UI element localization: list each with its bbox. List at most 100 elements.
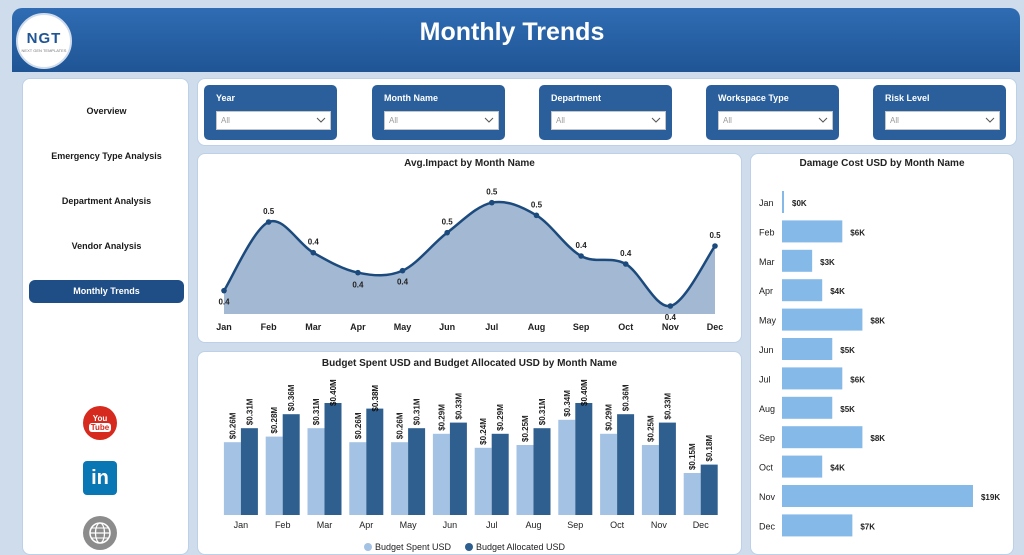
bar-damage-jun[interactable] bbox=[782, 338, 833, 360]
sidebar: Overview Emergency Type Analysis Departm… bbox=[22, 78, 189, 555]
x-tick-apr: Apr bbox=[350, 322, 366, 332]
x-tick-jul: Jul bbox=[486, 520, 498, 530]
bar-allocated-oct[interactable] bbox=[617, 414, 635, 515]
bar-allocated-mar[interactable] bbox=[324, 403, 342, 515]
label-allocated-sep: $0.40M bbox=[580, 379, 589, 406]
data-point-feb[interactable] bbox=[265, 219, 272, 225]
x-tick-jun: Jun bbox=[443, 520, 458, 530]
bar-allocated-may[interactable] bbox=[408, 428, 426, 515]
label-spent-jun: $0.29M bbox=[437, 404, 446, 431]
x-tick-dec: Dec bbox=[693, 520, 710, 530]
y-tick-jul: Jul bbox=[759, 374, 771, 384]
nav-item-vendor-analysis[interactable]: Vendor Analysis bbox=[71, 241, 142, 251]
nav-item-overview[interactable]: Overview bbox=[86, 106, 127, 116]
y-tick-aug: Aug bbox=[759, 404, 775, 414]
data-point-nov[interactable] bbox=[667, 303, 674, 309]
bar-allocated-feb[interactable] bbox=[282, 414, 300, 515]
globe-icon[interactable] bbox=[83, 516, 117, 550]
nav-item-emergency-type-analysis[interactable]: Emergency Type Analysis bbox=[51, 151, 162, 161]
data-point-jul[interactable] bbox=[489, 199, 495, 206]
data-point-oct[interactable] bbox=[622, 261, 629, 267]
bar-damage-dec[interactable] bbox=[782, 514, 853, 537]
label-damage-jan: $0K bbox=[792, 199, 807, 208]
bar-damage-jan[interactable] bbox=[782, 191, 785, 213]
bar-damage-sep[interactable] bbox=[782, 426, 863, 449]
nav-item-department-analysis[interactable]: Department Analysis bbox=[61, 196, 152, 206]
bar-spent-oct[interactable] bbox=[600, 433, 618, 515]
filter-month-name-select[interactable]: All bbox=[384, 111, 499, 130]
filter-risk-level-select[interactable]: All bbox=[885, 111, 1000, 130]
x-tick-jan: Jan bbox=[234, 520, 249, 530]
data-label-apr: 0.4 bbox=[352, 281, 364, 290]
bar-spent-dec[interactable] bbox=[683, 473, 701, 515]
chevron-down-icon bbox=[484, 117, 494, 123]
page-title: Monthly Trends bbox=[419, 18, 605, 46]
bar-damage-aug[interactable] bbox=[782, 396, 833, 419]
damage-cost-title: Damage Cost USD by Month Name bbox=[799, 158, 965, 169]
bar-allocated-sep[interactable] bbox=[575, 403, 593, 515]
filter-department: Department All bbox=[539, 85, 672, 140]
y-tick-apr: Apr bbox=[759, 286, 773, 296]
data-point-mar[interactable] bbox=[310, 249, 317, 256]
filter-workspace-type-select[interactable]: All bbox=[718, 111, 833, 130]
bar-damage-apr[interactable] bbox=[782, 279, 823, 302]
y-tick-feb: Feb bbox=[759, 227, 775, 237]
data-point-apr[interactable] bbox=[355, 269, 361, 276]
filter-panel: Year All Month Name All Department All W… bbox=[197, 78, 1017, 146]
youtube-icon[interactable]: You Tube bbox=[83, 406, 117, 440]
bar-allocated-jan[interactable] bbox=[240, 428, 258, 515]
label-allocated-apr: $0.38M bbox=[371, 385, 380, 412]
bar-spent-apr[interactable] bbox=[349, 442, 367, 515]
header-bar bbox=[12, 8, 1020, 72]
linkedin-icon[interactable]: in bbox=[83, 461, 117, 495]
x-tick-oct: Oct bbox=[610, 520, 625, 530]
budget-title: Budget Spent USD and Budget Allocated US… bbox=[321, 358, 618, 369]
filter-month-name: Month Name All bbox=[372, 85, 505, 140]
x-tick-mar: Mar bbox=[305, 322, 322, 332]
label-damage-feb: $6K bbox=[850, 228, 865, 237]
data-point-sep[interactable] bbox=[578, 253, 584, 259]
data-point-aug[interactable] bbox=[533, 212, 540, 219]
filter-workspace-type-label: Workspace Type bbox=[718, 93, 789, 103]
x-tick-jun: Jun bbox=[439, 322, 455, 332]
label-allocated-may: $0.31M bbox=[413, 398, 422, 425]
data-point-dec[interactable] bbox=[712, 243, 718, 249]
filter-year-label: Year bbox=[216, 93, 236, 103]
filter-year-select[interactable]: All bbox=[216, 111, 331, 130]
bar-spent-aug[interactable] bbox=[516, 445, 534, 515]
bar-allocated-aug[interactable] bbox=[533, 428, 551, 515]
filter-department-select[interactable]: All bbox=[551, 111, 666, 130]
data-point-jun[interactable] bbox=[444, 229, 450, 236]
bar-spent-sep[interactable] bbox=[558, 419, 576, 515]
bar-damage-nov[interactable] bbox=[782, 485, 973, 507]
bar-spent-nov[interactable] bbox=[641, 445, 659, 515]
x-tick-dec: Dec bbox=[707, 322, 724, 332]
bar-spent-feb[interactable] bbox=[265, 436, 283, 515]
bar-damage-jul[interactable] bbox=[782, 367, 843, 390]
bar-damage-may[interactable] bbox=[782, 308, 863, 331]
data-point-jan[interactable] bbox=[221, 287, 227, 294]
bar-damage-feb[interactable] bbox=[782, 220, 843, 243]
data-point-may[interactable] bbox=[399, 267, 406, 274]
label-allocated-dec: $0.18M bbox=[705, 435, 714, 462]
bar-damage-mar[interactable] bbox=[782, 249, 813, 272]
bar-spent-mar[interactable] bbox=[307, 428, 325, 515]
label-allocated-nov: $0.33M bbox=[663, 393, 672, 420]
bar-spent-may[interactable] bbox=[391, 442, 409, 515]
bar-spent-jan[interactable] bbox=[223, 442, 241, 515]
bar-allocated-jun[interactable] bbox=[449, 422, 467, 515]
label-damage-mar: $3K bbox=[820, 258, 835, 267]
bar-spent-jun[interactable] bbox=[432, 433, 450, 515]
bar-spent-jul[interactable] bbox=[474, 447, 492, 515]
bar-allocated-dec[interactable] bbox=[700, 464, 718, 515]
nav-item-monthly-trends[interactable]: Monthly Trends bbox=[29, 280, 184, 303]
bar-damage-oct[interactable] bbox=[782, 455, 823, 478]
bar-allocated-nov[interactable] bbox=[658, 422, 676, 515]
avg-impact-title: Avg.Impact by Month Name bbox=[404, 158, 535, 169]
bar-allocated-apr[interactable] bbox=[366, 408, 384, 515]
label-spent-aug: $0.25M bbox=[521, 415, 530, 442]
youtube-icon-text-top: You bbox=[92, 414, 108, 423]
bar-allocated-jul[interactable] bbox=[491, 433, 509, 515]
y-tick-mar: Mar bbox=[759, 257, 775, 267]
